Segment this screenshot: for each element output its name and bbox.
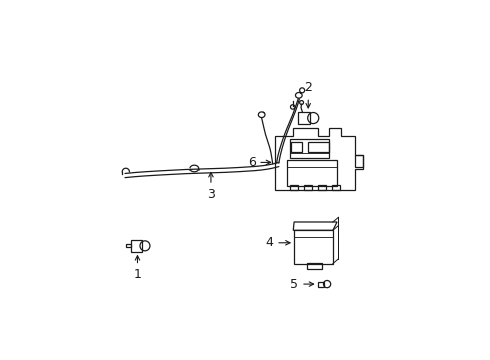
- Bar: [290, 139, 329, 158]
- Bar: [298, 112, 310, 124]
- Bar: [126, 244, 130, 247]
- Bar: [294, 230, 333, 264]
- Text: 3: 3: [207, 188, 215, 202]
- Text: 6: 6: [248, 156, 256, 169]
- Bar: [355, 156, 364, 167]
- Bar: [292, 141, 302, 152]
- Bar: [304, 185, 312, 190]
- Bar: [290, 185, 298, 190]
- Bar: [308, 141, 329, 152]
- Bar: [130, 240, 142, 252]
- Bar: [332, 185, 340, 190]
- Text: 4: 4: [266, 236, 273, 249]
- Bar: [287, 159, 337, 186]
- Text: 2: 2: [304, 81, 312, 94]
- Bar: [307, 263, 322, 269]
- Text: 5: 5: [290, 278, 298, 291]
- Bar: [318, 282, 324, 287]
- Bar: [318, 185, 326, 190]
- Text: 1: 1: [134, 268, 142, 281]
